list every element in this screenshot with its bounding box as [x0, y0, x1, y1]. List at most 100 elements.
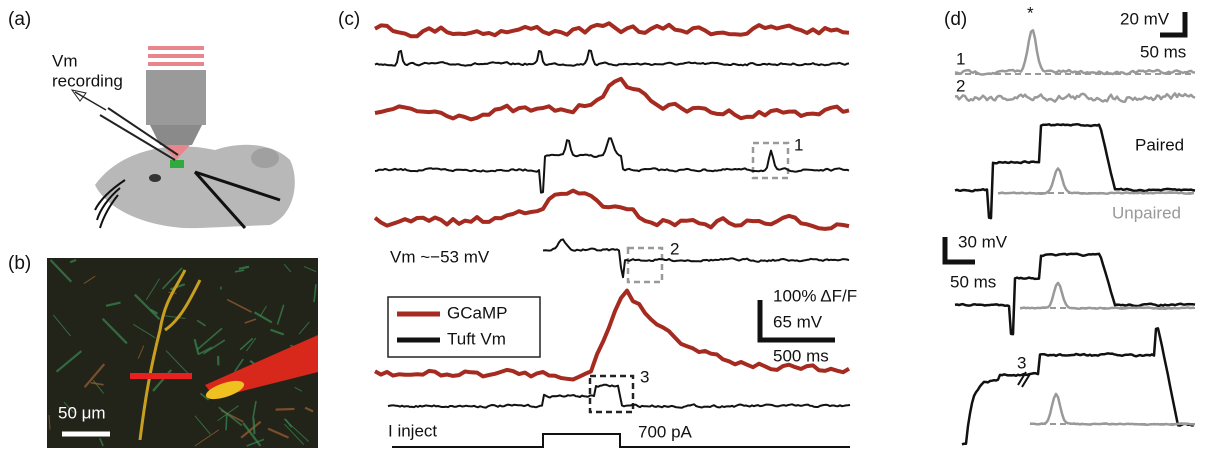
break-mark: [1017, 371, 1027, 386]
whiskers: [94, 179, 126, 229]
panel-label: (d): [944, 9, 967, 30]
mouse: [95, 144, 295, 229]
fiber: [203, 339, 226, 355]
scale-label: 50 μm: [58, 403, 106, 422]
box-label: 3: [640, 367, 649, 386]
fiber: [246, 438, 265, 447]
fiber: [52, 314, 71, 337]
electrode: [194, 170, 281, 202]
panel-label: (a): [8, 9, 31, 30]
stimulus-label: I inject: [388, 421, 437, 440]
legend: [387, 296, 541, 358]
fiber: [259, 305, 267, 317]
cell-fill: [205, 380, 245, 400]
annotation: recording: [52, 71, 123, 90]
legend-label: GCaMP: [447, 303, 507, 322]
fiber: [196, 319, 206, 327]
fiber: [270, 328, 285, 336]
arrow-head: [70, 89, 87, 102]
trace: [954, 29, 1196, 76]
fiber: [245, 337, 257, 352]
fiber: [55, 350, 83, 373]
vm-trace: [542, 238, 850, 279]
fiber: [63, 401, 75, 414]
current-step: [392, 433, 850, 448]
fiber: [194, 429, 220, 447]
fiber: [217, 405, 239, 422]
fiber: [48, 415, 51, 430]
fiber: [313, 284, 317, 303]
condition-label: Unpaired: [1112, 203, 1181, 222]
panel-d: (d) * 20 mV 50 ms 1 2 Paired Unpaired 30…: [942, 3, 1196, 446]
fiber: [267, 427, 290, 439]
trace-label: 2: [956, 76, 965, 95]
pipette: [107, 107, 179, 156]
scale-label: 100% ΔF/F: [773, 286, 857, 305]
mouse-ear: [251, 148, 279, 168]
fiber: [163, 315, 186, 320]
condition-label: Paired: [1135, 135, 1184, 154]
laser: [148, 46, 204, 50]
highlight-box: [751, 141, 790, 180]
highlight-box: [588, 374, 635, 414]
panel-c: (c) 1 2 3 Vm ~−53 mV GCaMP Tuft Vm 100% …: [338, 9, 857, 448]
scale-label: 20 mV: [1120, 9, 1170, 28]
fiber: [83, 363, 106, 388]
annotation: Vm ~−53 mV: [390, 247, 490, 266]
trace-label: 1: [956, 49, 965, 68]
fiber: [198, 346, 213, 355]
fiber: [169, 283, 186, 291]
pipette: [99, 114, 176, 161]
panel-label: (b): [8, 253, 31, 274]
vm-trace: [374, 49, 850, 67]
fiber: [133, 293, 161, 321]
paired-trace: [954, 122, 1196, 220]
fiber: [145, 278, 160, 301]
fiber: [252, 418, 256, 435]
panel-label: (c): [338, 9, 360, 30]
panel-b: (b) 50 μm: [8, 253, 318, 448]
marker: *: [1027, 3, 1034, 22]
fiber: [253, 311, 273, 324]
fiber: [284, 423, 305, 445]
fiber: [101, 317, 128, 345]
fiber: [252, 400, 257, 419]
fiber: [294, 386, 303, 392]
fiber: [132, 323, 156, 339]
fiber: [242, 422, 262, 447]
fiber: [161, 267, 183, 290]
fiber: [225, 413, 228, 431]
electrode: [193, 171, 247, 229]
fiber: [226, 298, 253, 313]
gcamp-trace: [374, 21, 850, 39]
fiber: [283, 418, 310, 442]
fiber: [90, 381, 104, 386]
fiber: [193, 338, 200, 355]
fiber: [199, 392, 210, 401]
scale-bar: [942, 237, 975, 265]
break-mark: [1021, 373, 1031, 388]
paired-trace: [954, 252, 1196, 336]
objective-tip: [150, 125, 202, 145]
gcamp-trace: [373, 188, 850, 231]
box-label: 1: [794, 135, 803, 154]
scale-bar: [1160, 12, 1188, 38]
scale-label: 500 ms: [773, 346, 829, 365]
vm-trace: [374, 137, 850, 194]
scale-bar: [757, 300, 835, 343]
trace-label: 3: [1017, 353, 1026, 372]
scale-label: 30 mV: [958, 232, 1008, 251]
fiber: [244, 318, 257, 324]
objective: [146, 70, 206, 125]
laser: [148, 54, 204, 58]
stimulus-label: 700 pA: [638, 422, 693, 441]
legend-label: Tuft Vm: [447, 329, 506, 348]
fiber: [165, 350, 190, 375]
fiber: [92, 380, 105, 394]
fibers: [48, 258, 318, 447]
panel-a: (a) Vm recording: [8, 9, 295, 229]
arrow: [74, 91, 107, 111]
fiber: [240, 420, 262, 439]
